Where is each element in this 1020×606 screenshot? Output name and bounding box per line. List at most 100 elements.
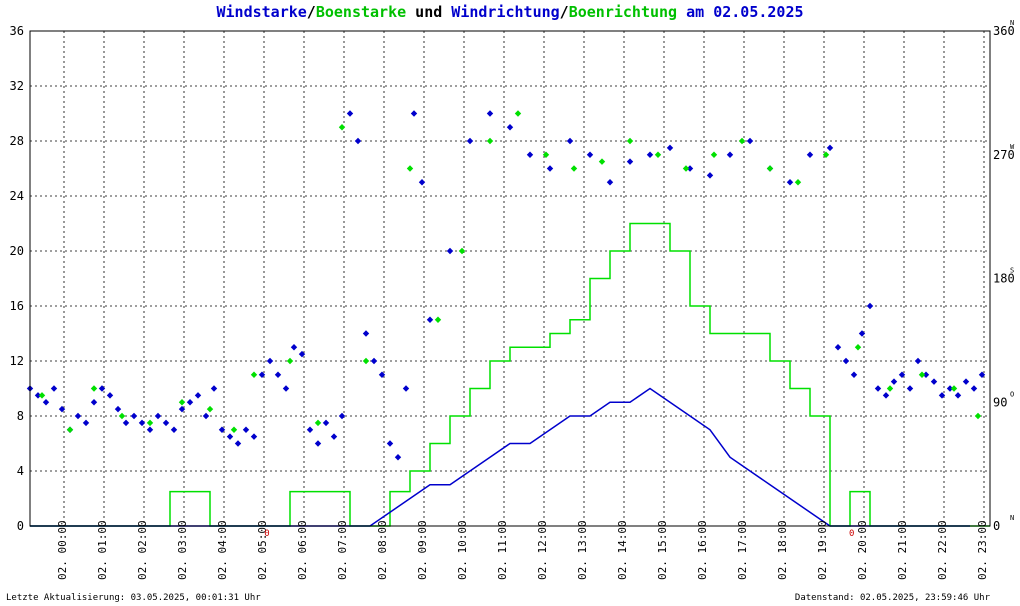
windrichtung-point (842, 357, 850, 365)
boenrichtung-point (434, 316, 442, 323)
boenrichtung-point (654, 151, 662, 158)
windrichtung-point (426, 316, 434, 323)
x-tick-label: 02. 10:00 (456, 520, 469, 580)
marker-label: 0 (849, 529, 854, 539)
windrichtung-point (50, 385, 58, 392)
windrichtung-point (362, 330, 370, 337)
boenrichtung-point (542, 151, 550, 158)
windrichtung-point (82, 419, 90, 427)
x-tick-label: 02. 20:00 (856, 520, 869, 580)
grid-layer (30, 31, 990, 526)
windrichtung-point (234, 440, 242, 447)
windrichtung-point (850, 371, 858, 378)
windrichtung-point (178, 405, 186, 413)
x-tick-label: 02. 15:00 (656, 520, 669, 580)
windrichtung-point (898, 371, 906, 378)
windrichtung-point (226, 433, 234, 440)
compass-label: N (1010, 514, 1014, 522)
windrichtung-point (274, 371, 282, 378)
y-left-tick-label: 8 (17, 409, 24, 423)
series-boenstarke-line (30, 222, 990, 527)
title-windrichtung: Windrichtung (451, 3, 560, 21)
windrichtung-point (306, 426, 314, 433)
windrichtung-point (486, 110, 494, 117)
x-tick-label: 02. 16:00 (696, 520, 709, 580)
windrichtung-point (370, 357, 378, 365)
windrichtung-point (826, 144, 834, 152)
windrichtung-point (402, 385, 410, 392)
x-tick-label: 02. 04:00 (216, 520, 229, 580)
boenrichtung-point (794, 179, 802, 186)
y-left-tick-label: 16 (10, 299, 24, 313)
windrichtung-point (218, 426, 226, 433)
boenrichtung-point (314, 419, 322, 427)
y-right-tick-label: 270 (993, 148, 1015, 162)
windrichtung-point (446, 247, 454, 255)
windrichtung-point (322, 419, 330, 427)
windrichtung-point (726, 151, 734, 158)
x-tick-label: 02. 03:00 (176, 520, 189, 580)
windrichtung-point (546, 165, 554, 172)
windrichtung-point (130, 412, 138, 420)
boenrichtung-point (766, 165, 774, 172)
boenrichtung-point (570, 165, 578, 172)
windrichtung-point (138, 419, 146, 427)
boenrichtung-point (738, 137, 746, 145)
x-tick-label: 02. 12:00 (536, 520, 549, 580)
windrichtung-point (210, 385, 218, 392)
windrichtung-point (706, 172, 714, 179)
chart-title: Windstarke/Boenstarke und Windrichtung/B… (0, 3, 1020, 21)
gust-layer (30, 222, 990, 527)
windrichtung-point (746, 137, 754, 145)
windrichtung-point (378, 371, 386, 378)
boenrichtung-point (710, 151, 718, 158)
x-tick-label: 02. 09:00 (416, 520, 429, 580)
windrichtung-point (346, 110, 354, 117)
windrichtung-point (858, 330, 866, 337)
windrichtung-point (282, 385, 290, 392)
x-tick-label: 02. 02:00 (136, 520, 149, 580)
data-status-text: Datenstand: 02.05.2025, 23:59:46 Uhr (794, 593, 990, 603)
y-left-tick-label: 20 (10, 244, 24, 258)
y-left-tick-label: 36 (10, 24, 24, 38)
y-left-tick-label: 24 (10, 189, 24, 203)
marker-label: 0 (264, 529, 269, 539)
windrichtung-point (970, 385, 978, 392)
windrichtung-point (258, 371, 266, 378)
windrichtung-point (626, 158, 634, 165)
y-left-tick-label: 28 (10, 134, 24, 148)
x-tick-label: 02. 08:00 (376, 520, 389, 580)
boenrichtung-point (90, 385, 98, 392)
windrichtung-point (34, 392, 42, 399)
y-left-tick-label: 0 (17, 519, 24, 533)
windrichtung-point (354, 137, 362, 145)
windrichtung-point (906, 385, 914, 392)
boenrichtung-point (458, 247, 466, 255)
windrichtung-point (938, 392, 946, 399)
windrichtung-point (266, 357, 274, 365)
title-boenrichtung: Boenrichtung (568, 3, 678, 21)
boenrichtung-point (598, 158, 606, 165)
boenrichtung-point (38, 392, 46, 399)
boenrichtung-point (918, 371, 926, 378)
windrichtung-point (914, 357, 922, 365)
windrichtung-point (946, 385, 954, 392)
windrichtung-point (418, 179, 426, 186)
y-right-tick-label: 90 (993, 395, 1007, 409)
windrichtung-point (666, 144, 674, 152)
windrichtung-point (410, 110, 418, 117)
title-date: am 02.05.2025 (677, 3, 804, 21)
windrichtung-point (978, 371, 986, 378)
title-sep-1: / (306, 3, 316, 21)
x-tick-label: 02. 22:00 (936, 520, 949, 580)
plot-frame (29, 30, 991, 527)
windrichtung-point (606, 179, 614, 186)
windrichtung-point (194, 392, 202, 399)
windrichtung-point (242, 426, 250, 433)
boenrichtung-point (178, 399, 186, 406)
windrichtung-point (586, 151, 594, 158)
windrichtung-point (98, 385, 106, 392)
boenrichtung-point (250, 371, 258, 378)
